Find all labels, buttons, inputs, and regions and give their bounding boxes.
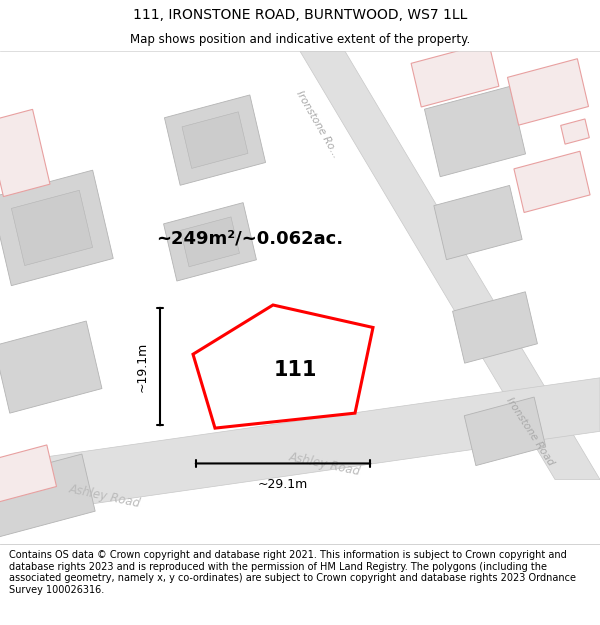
Polygon shape bbox=[452, 292, 538, 363]
Text: 111, IRONSTONE ROAD, BURNTWOOD, WS7 1LL: 111, IRONSTONE ROAD, BURNTWOOD, WS7 1LL bbox=[133, 8, 467, 22]
Polygon shape bbox=[508, 59, 589, 125]
Polygon shape bbox=[434, 186, 522, 259]
Text: Contains OS data © Crown copyright and database right 2021. This information is : Contains OS data © Crown copyright and d… bbox=[9, 550, 576, 595]
Polygon shape bbox=[0, 378, 600, 517]
Polygon shape bbox=[424, 86, 526, 177]
Text: Ashley Road: Ashley Road bbox=[288, 451, 362, 479]
Text: Ashley Road: Ashley Road bbox=[68, 482, 142, 511]
Polygon shape bbox=[11, 190, 92, 266]
Text: Map shows position and indicative extent of the property.: Map shows position and indicative extent… bbox=[130, 34, 470, 46]
Polygon shape bbox=[0, 445, 56, 510]
Text: 111: 111 bbox=[273, 360, 317, 380]
Polygon shape bbox=[300, 51, 600, 479]
Polygon shape bbox=[0, 321, 102, 413]
Polygon shape bbox=[411, 42, 499, 107]
Polygon shape bbox=[182, 112, 248, 168]
Polygon shape bbox=[0, 109, 50, 197]
Polygon shape bbox=[514, 151, 590, 213]
Polygon shape bbox=[181, 217, 239, 267]
Text: Ironstone Ro...: Ironstone Ro... bbox=[295, 89, 341, 159]
Polygon shape bbox=[164, 95, 266, 185]
Polygon shape bbox=[0, 170, 113, 286]
Text: ~19.1m: ~19.1m bbox=[136, 342, 149, 392]
Polygon shape bbox=[560, 119, 589, 144]
Polygon shape bbox=[0, 454, 95, 537]
Text: Ironstone Road: Ironstone Road bbox=[504, 396, 556, 467]
Polygon shape bbox=[464, 397, 546, 466]
Text: ~249m²/~0.062ac.: ~249m²/~0.062ac. bbox=[157, 229, 344, 248]
Text: ~29.1m: ~29.1m bbox=[258, 478, 308, 491]
Polygon shape bbox=[164, 202, 256, 281]
